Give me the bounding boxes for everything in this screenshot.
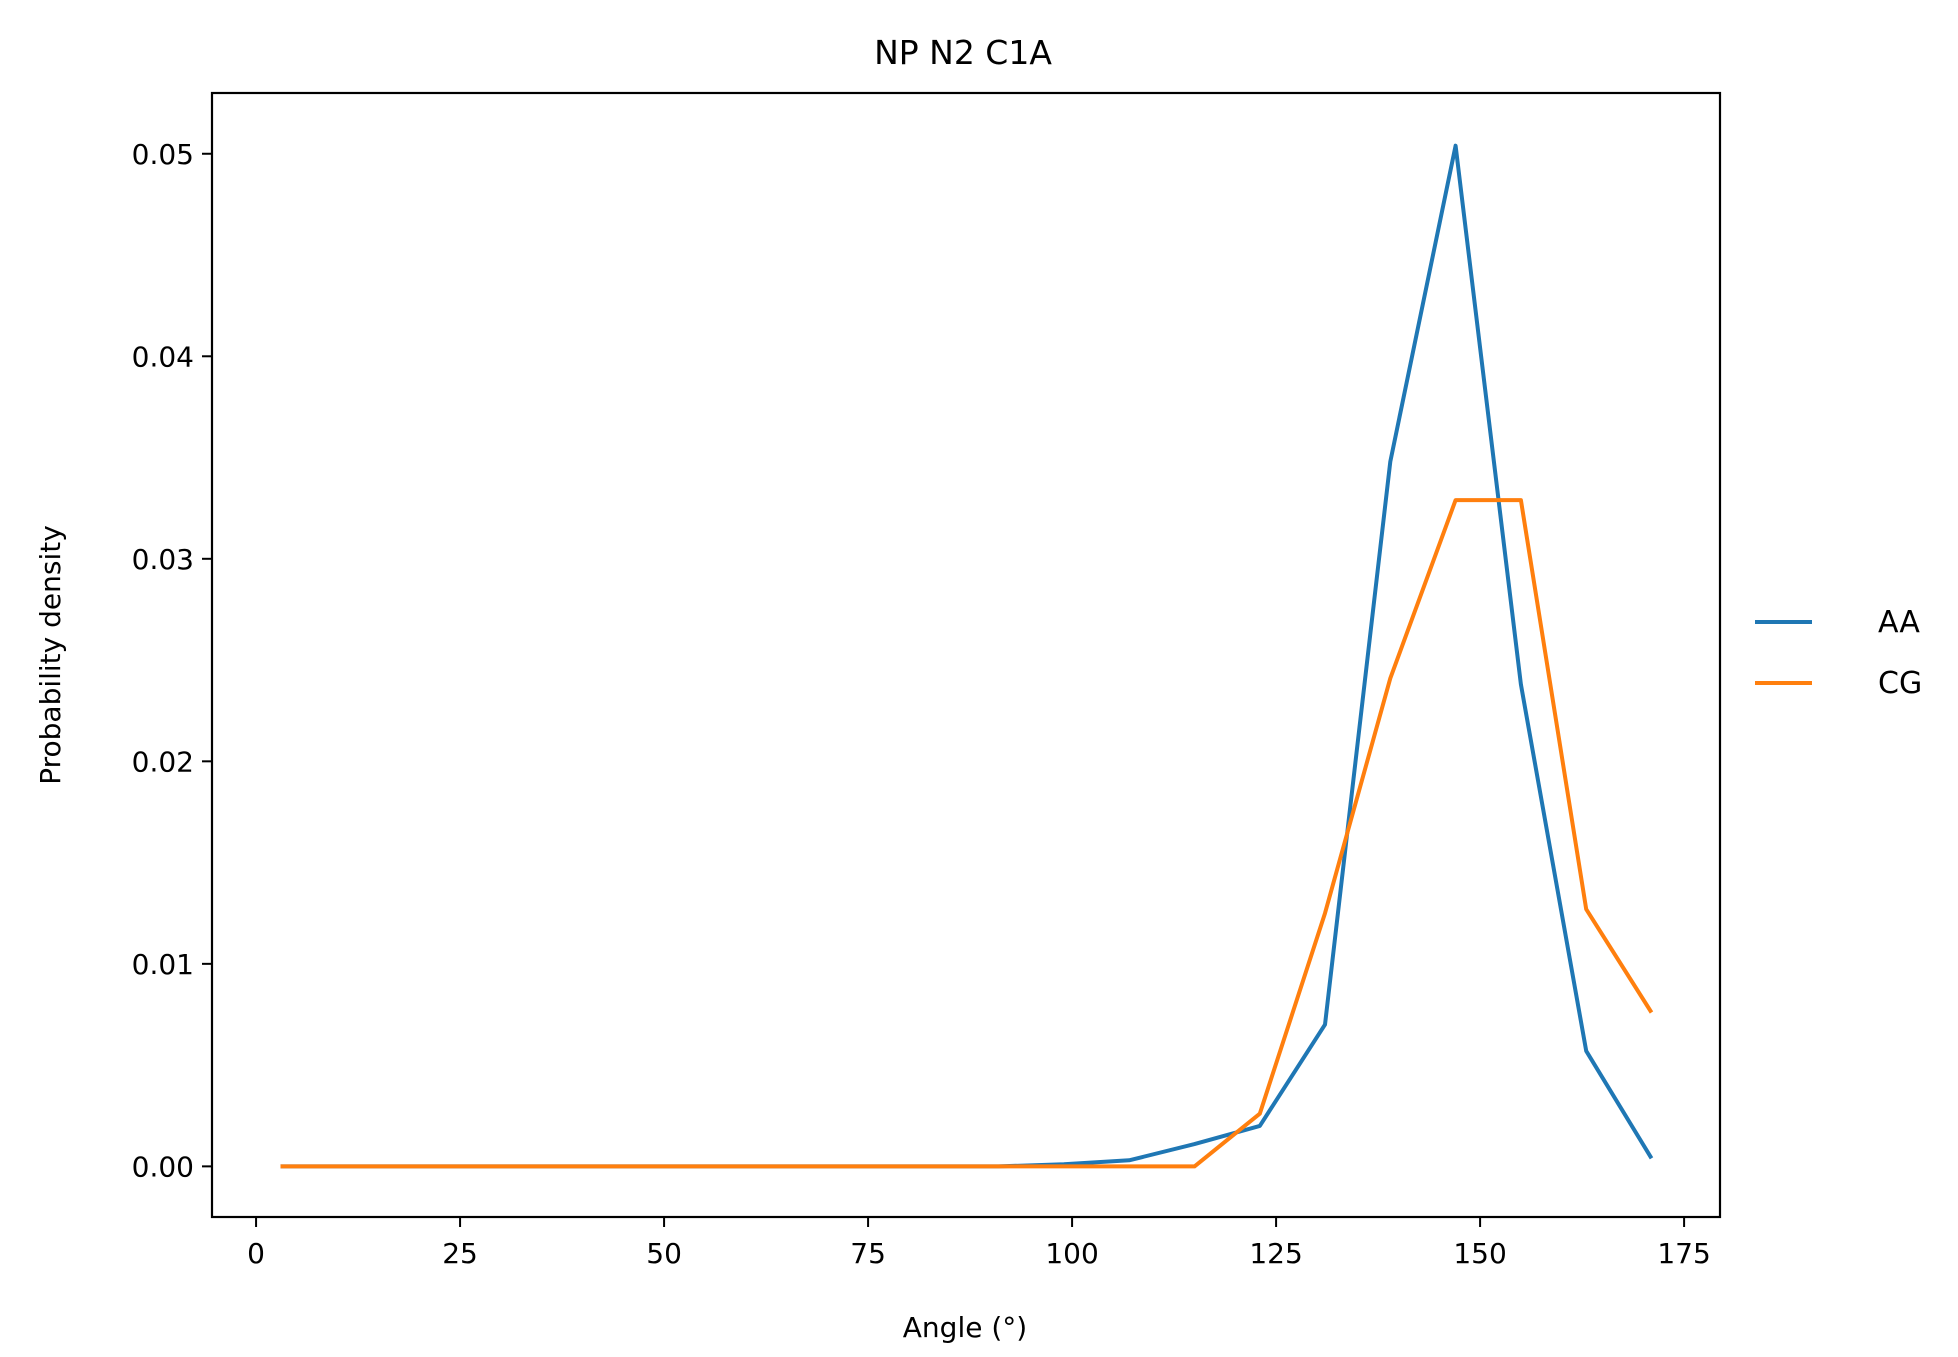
y-tick-label: 0.01	[132, 948, 194, 981]
y-tick-label: 0.02	[132, 745, 194, 778]
x-axis-label: Angle (°)	[903, 1311, 1027, 1344]
y-tick-label: 0.00	[132, 1150, 194, 1183]
x-tick-label: 75	[850, 1237, 886, 1270]
y-tick-label: 0.03	[132, 543, 194, 576]
x-tick-label: 100	[1045, 1237, 1098, 1270]
x-tick-label: 0	[247, 1237, 265, 1270]
legend-label-cg: CG	[1878, 666, 1922, 701]
y-tick-label: 0.04	[132, 340, 194, 373]
y-tick-label: 0.05	[132, 138, 194, 171]
x-tick-label: 125	[1249, 1237, 1302, 1270]
legend-label-aa: AA	[1878, 605, 1920, 640]
legend: AA CG	[1755, 605, 1922, 701]
x-tick-label: 150	[1453, 1237, 1506, 1270]
plot-lines	[280, 143, 1654, 1169]
x-tick-label: 25	[442, 1237, 478, 1270]
y-axis: 0.00 0.01 0.02 0.03 0.04 0.05	[132, 138, 212, 1183]
x-axis: 0 25 50 75 100 125 150 175	[247, 1217, 1711, 1270]
series-line-aa	[280, 143, 1654, 1169]
y-axis-label: Probability density	[34, 525, 67, 785]
x-tick-label: 175	[1657, 1237, 1710, 1270]
x-tick-label: 50	[646, 1237, 682, 1270]
series-line-cg	[280, 498, 1654, 1169]
plot-frame	[210, 91, 1722, 1219]
chart-title: NP N2 C1A	[874, 33, 1052, 72]
